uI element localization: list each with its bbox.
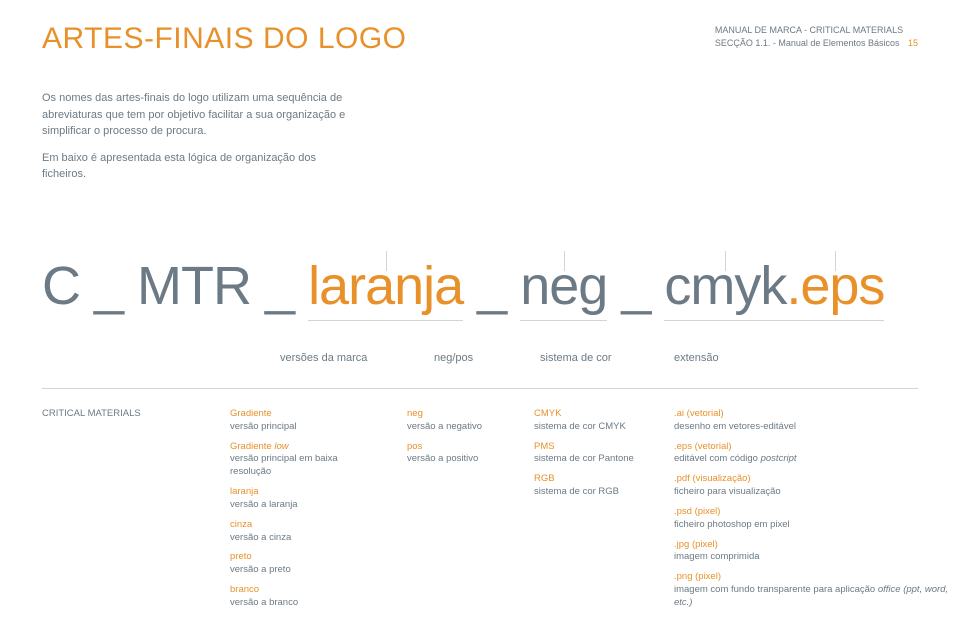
label-extensao: extensão: [674, 352, 719, 364]
seg-c: C: [42, 256, 80, 316]
item-neg: negversão a negativo: [407, 408, 517, 434]
page-title: ARTES-FINAIS DO LOGO: [42, 22, 407, 56]
item-psd: .psd (pixel)ficheiro photoshop em pixel: [674, 506, 954, 532]
divider: [42, 388, 918, 389]
item-png: .png (pixel)imagem com fundo transparent…: [674, 571, 954, 609]
item-gradiente: Gradienteversão principal: [230, 408, 360, 434]
meta-line1: MANUAL DE MARCA - CRITICAL MATERIALS: [715, 24, 918, 37]
item-pdf: .pdf (visualização)ficheiro para visuali…: [674, 473, 954, 499]
intro-text: Os nomes das artes-finais do logo utiliz…: [42, 90, 352, 193]
filename-breakdown: C _ MTR _ laranja _ neg _ cmyk.eps: [42, 255, 884, 317]
col-sistema: CMYKsistema de cor CMYK PMSsistema de co…: [534, 408, 664, 506]
col-versoes: Gradienteversão principal Gradiente lowv…: [230, 408, 360, 617]
item-cinza: cinzaversão a cinza: [230, 519, 360, 545]
item-preto: pretoversão a preto: [230, 551, 360, 577]
item-laranja: laranjaversão a laranja: [230, 486, 360, 512]
label-sistema: sistema de cor: [540, 352, 612, 364]
intro-p2: Em baixo é apresentada esta lógica de or…: [42, 150, 352, 183]
item-cmyk: CMYKsistema de cor CMYK: [534, 408, 664, 434]
col-critical: CRITICAL MATERIALS: [42, 408, 202, 421]
item-jpg: .jpg (pixel)imagem comprimida: [674, 539, 954, 565]
item-rgb: RGBsistema de cor RGB: [534, 473, 664, 499]
item-pos: posversão a positivo: [407, 441, 517, 467]
sep2: _: [251, 256, 308, 316]
meta-line2-wrap: SECÇÃO 1.1. - Manual de Elementos Básico…: [715, 37, 918, 50]
seg-cmyk: cmyk: [664, 255, 786, 317]
item-pms: PMSsistema de cor Pantone: [534, 441, 664, 467]
seg-laranja: laranja: [308, 255, 463, 317]
sep3: _: [463, 256, 520, 316]
seg-mtr: MTR: [137, 256, 251, 316]
seg-ext: .eps: [786, 255, 884, 317]
page-number: 15: [908, 38, 918, 48]
label-negpos: neg/pos: [434, 352, 473, 364]
item-ai: .ai (vetorial)desenho em vetores-editáve…: [674, 408, 954, 434]
col-negpos: negversão a negativo posversão a positiv…: [407, 408, 517, 473]
intro-p1: Os nomes das artes-finais do logo utiliz…: [42, 90, 352, 140]
header-meta: MANUAL DE MARCA - CRITICAL MATERIALS SEC…: [715, 24, 918, 49]
critical-materials-label: CRITICAL MATERIALS: [42, 408, 141, 419]
item-eps: .eps (vetorial)editável com código postc…: [674, 441, 954, 467]
page-title-text: ARTES-FINAIS DO LOGO: [42, 22, 407, 55]
item-gradiente-low: Gradiente lowversão principal em baixa r…: [230, 441, 360, 479]
sep1: _: [80, 256, 137, 316]
seg-neg: neg: [520, 255, 607, 317]
label-versoes: versões da marca: [280, 352, 367, 364]
meta-line2: SECÇÃO 1.1. - Manual de Elementos Básico…: [715, 38, 900, 48]
item-branco: brancoversão a branco: [230, 584, 360, 610]
col-extensao: .ai (vetorial)desenho em vetores-editáve…: [674, 408, 954, 617]
sep4: _: [607, 256, 664, 316]
